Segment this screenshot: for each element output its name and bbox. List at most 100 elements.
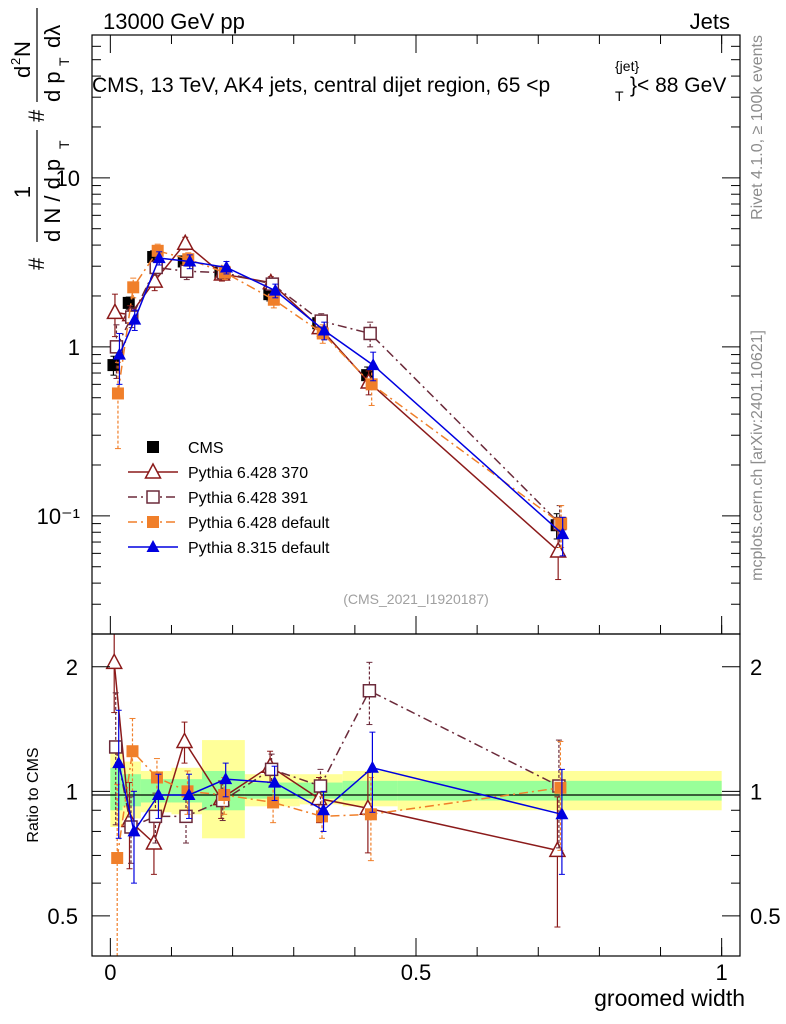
data-point: [183, 254, 197, 267]
series-line: [115, 266, 561, 525]
data-point: [151, 244, 164, 257]
ratio-pythia-6-428-default: [111, 717, 567, 957]
series-line: [117, 249, 562, 525]
ylabel-d: d: [10, 66, 35, 78]
plot-title: CMS, 13 TeV, AK4 jets, central dijet reg…: [92, 58, 726, 104]
ratio-tick-label-left: 0.5: [47, 904, 78, 929]
ratio-point: [112, 756, 126, 769]
x-axis-label: groomed width: [594, 985, 745, 1011]
data-point: [317, 323, 331, 336]
side-text-mcplots: mcplots.cern.ch [arXiv:2401.10621]: [749, 330, 766, 581]
title-end: }< 88 GeV: [630, 74, 726, 97]
ratio-point: [219, 772, 233, 785]
legend-entry: Pythia 6.428 370: [128, 462, 308, 482]
data-point: [219, 260, 233, 273]
x-tick-label: 0: [104, 960, 116, 985]
ratio-tick-label-left: 1: [66, 779, 78, 804]
ylabel-dn-dpt-sub: T: [56, 140, 72, 149]
ratio-point: [126, 745, 139, 758]
legend: CMS Pythia 6.428 370 Pythia 6.428 391 Pythi…: [128, 440, 330, 557]
ratio-point: [548, 840, 567, 858]
ratio-point: [111, 852, 124, 865]
ratio-point: [267, 796, 280, 809]
legend-label: Pythia 6.428 default: [188, 515, 330, 532]
ratio-point: [150, 771, 163, 784]
legend-marker: [144, 462, 162, 479]
y-tick-label: 10: [56, 166, 80, 191]
ylabel-n: N: [10, 41, 35, 57]
title-subscript: T: [615, 88, 624, 104]
series-line: [114, 242, 559, 552]
ratio-point: [175, 731, 194, 749]
ratio-point: [105, 652, 123, 670]
uncertainty-band-inner: [140, 779, 172, 803]
data-point: [107, 359, 120, 372]
x-tick-label: 0.5: [401, 960, 432, 985]
ylabel-d-sup: 2: [8, 58, 23, 65]
ylabel-dlambda: dλ: [40, 25, 65, 48]
ratio-point: [264, 762, 279, 777]
ratio-point: [148, 809, 163, 824]
data-point: [556, 527, 570, 540]
series-pythia-6-428-default: [111, 243, 568, 548]
ratio-point: [365, 760, 379, 773]
data-point: [267, 293, 280, 306]
ratio-point: [554, 781, 567, 794]
ratio-point: [145, 833, 163, 850]
data-point: [106, 302, 124, 320]
ratio-tick-label-right: 0.5: [750, 904, 781, 929]
ratio-point: [268, 775, 282, 788]
uncertainty-band-inner: [342, 780, 398, 801]
ratio-tick-label-right: 1: [750, 779, 762, 804]
data-point: [365, 378, 378, 391]
legend-entry: Pythia 6.428 391: [128, 490, 308, 507]
y-tick-label: 1: [68, 335, 80, 360]
legend-marker: [146, 540, 160, 552]
ratio-point: [364, 808, 377, 821]
ylabel-hash1: #: [24, 257, 49, 270]
data-point: [127, 281, 140, 294]
legend-label: Pythia 6.428 370: [188, 465, 308, 482]
bottom-panel: 2 2 1 1 0.5 0.5 0 0.5 1: [47, 633, 781, 985]
title-main: CMS, 13 TeV, AK4 jets, central dijet reg…: [92, 74, 550, 97]
series-pythia-8-315-default: [112, 251, 570, 557]
ratio-point: [127, 824, 141, 837]
side-text-rivet: Rivet 4.1.0, ≥ 100k events: [749, 35, 766, 220]
bottom-y-axis-label: Ratio to CMS: [25, 747, 42, 842]
ratio-point: [313, 779, 328, 793]
series-pythia-6-428-370: [106, 233, 567, 581]
header-left: 13000 GeV pp: [103, 9, 245, 34]
series-pythia-6-428-391: [109, 259, 567, 548]
legend-marker: [147, 441, 159, 453]
data-point: [112, 347, 126, 360]
uncertainty-band-inner: [110, 767, 123, 811]
ratio-point: [151, 787, 165, 800]
legend-marker: [147, 516, 159, 528]
data-point: [549, 541, 567, 558]
ylabel-one: 1: [10, 186, 35, 198]
analysis-id: (CMS_2021_I1920187): [343, 591, 489, 607]
series-line: [118, 257, 564, 535]
data-point: [363, 326, 377, 341]
ylabel-dn-dpt: d N / d p: [40, 159, 65, 242]
data-point: [128, 312, 142, 325]
legend-entry: Pythia 8.315 default: [128, 540, 330, 557]
data-point: [555, 517, 568, 530]
ylabel-hash2: #: [24, 109, 49, 122]
data-point: [122, 296, 135, 309]
x-tick-label: 1: [716, 960, 728, 985]
series-cms: [107, 250, 563, 540]
data-point: [111, 387, 124, 400]
legend-entry: Pythia 6.428 default: [128, 515, 330, 532]
ylabel-dpt: d p: [40, 71, 65, 102]
ratio-point: [108, 740, 123, 754]
legend-label: Pythia 6.428 391: [188, 490, 308, 507]
header-right: Jets: [690, 9, 730, 34]
top-y-axis-label: # 1 d N / d p T # d 2 N d p T dλ: [8, 8, 72, 270]
ratio-point: [182, 787, 196, 800]
data-point: [176, 233, 195, 251]
ratio-tick-label-left: 2: [66, 655, 78, 680]
ratio-point: [316, 803, 330, 816]
data-point: [268, 283, 282, 296]
